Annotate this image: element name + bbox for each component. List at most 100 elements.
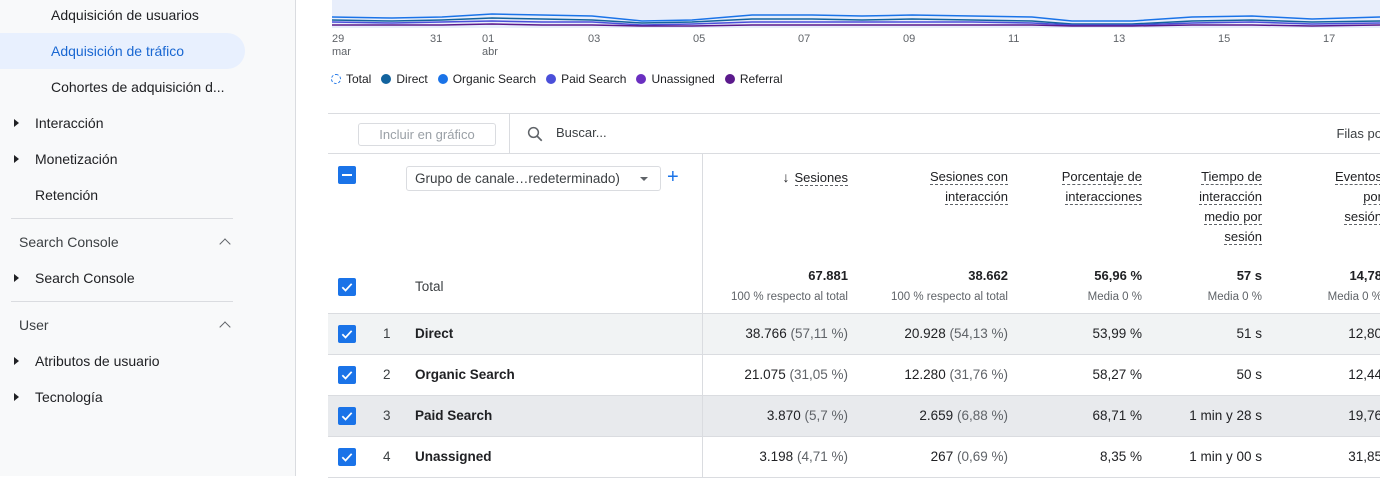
include-in-chart-button[interactable]: Incluir en gráfico [358,123,496,146]
add-dimension-button[interactable]: + [667,166,679,188]
sidebar-item-label: Atributos de usuario [35,353,160,369]
legend-item-organic-search[interactable]: Organic Search [437,72,536,86]
sidebar-item-engagement[interactable]: Interacción [14,105,103,141]
row-checkbox[interactable] [338,366,356,384]
sidebar-item-retention[interactable]: Retención [35,177,98,213]
x-tick: 05 [693,33,705,46]
sidebar-item-search-console[interactable]: Search Console [14,260,135,296]
sidebar: Adquisición de usuarios Adquisición de t… [0,0,296,476]
sidebar-item-monetization[interactable]: Monetización [14,141,118,177]
total-engagement-rate: 56,96 % [1094,268,1142,283]
sidebar-item-technology[interactable]: Tecnología [14,379,103,415]
cell-value: 267 [930,449,954,464]
sidebar-item-label: Adquisición de tráfico [51,43,185,59]
cell-sessions: 38.766 (57,11 %) [745,326,848,341]
cell-engaged-sessions: 267 (0,69 %) [931,449,1008,464]
column-header-engagement-rate[interactable]: Porcentaje de interacciones [1061,167,1142,207]
x-tick-day: 11 [1008,33,1020,45]
total-checkbox[interactable] [338,278,356,296]
column-header-label: interacción [1199,189,1262,205]
channel-name: Paid Search [415,408,493,423]
cell-engagement-rate: 53,99 % [1092,326,1142,341]
chevron-up-icon [219,321,231,333]
table-row[interactable]: 4 Unassigned 3.198 (4,71 %) 267 (0,69 %)… [328,437,1380,478]
series-line-total [332,13,1380,22]
x-tick: 15 [1218,33,1230,46]
cell-value: 3.198 [759,449,794,464]
cell-percent: (0,69 %) [956,449,1008,464]
channel-name: Organic Search [415,367,515,382]
legend-item-referral[interactable]: Referral [724,72,783,86]
section-header-user[interactable]: User [19,310,233,340]
legend-item-paid-search[interactable]: Paid Search [546,72,626,86]
checkmark-icon [341,412,353,421]
x-tick-month: abr [482,46,498,58]
column-header-label: Sesiones [794,170,848,186]
search-input[interactable]: Buscar... [556,125,607,140]
dropdown-arrow-icon [640,177,648,181]
sidebar-item-user-attributes[interactable]: Atributos de usuario [14,343,160,379]
sidebar-item-acquisition-cohorts[interactable]: Cohortes de adquisición d... [51,69,225,105]
select-all-checkbox[interactable] [338,166,356,184]
cell-value: 12.280 [904,367,946,382]
channel-name: Unassigned [415,449,492,464]
column-header-engaged-sessions[interactable]: Sesiones con interacción [929,167,1008,207]
legend-label: Total [346,72,372,86]
section-header-search-console[interactable]: Search Console [19,227,233,257]
legend-item-total[interactable]: Total [331,72,371,86]
x-tick: 01 abr [482,33,498,59]
column-header-label: medio por [1204,209,1262,225]
legend-item-direct[interactable]: Direct [381,72,428,86]
cell-value: 3.870 [766,408,801,423]
sidebar-item-user-acquisition[interactable]: Adquisición de usuarios [51,0,199,33]
cell-events-per-session: 12,80 [1348,326,1380,341]
x-tick: 07 [798,33,810,46]
x-tick-day: 17 [1323,33,1336,45]
checkmark-icon [341,330,353,339]
row-checkbox[interactable] [338,407,356,425]
sidebar-item-traffic-acquisition[interactable]: Adquisición de tráfico [0,33,245,69]
total-engaged-sessions: 38.662 [968,268,1008,283]
x-tick: 09 [903,33,915,46]
legend-label: Referral [739,72,783,86]
table-row[interactable]: 2 Organic Search 21.075 (31,05 %) 12.280… [328,355,1380,396]
dimension-select[interactable]: Grupo de canale…redeterminado) [406,166,661,191]
caret-right-icon [14,155,19,163]
cell-percent: (54,13 %) [949,326,1008,341]
column-divider [702,396,703,437]
table-row[interactable]: 3 Paid Search 3.870 (5,7 %) 2.659 (6,88 … [328,396,1380,437]
cell-percent: (31,76 %) [949,367,1008,382]
legend-item-unassigned[interactable]: Unassigned [636,72,715,86]
column-header-label: Sesiones con [929,169,1008,185]
total-label: Total [415,279,444,294]
cell-avg-time: 1 min y 00 s [1189,449,1262,464]
column-header-avg-engagement-time[interactable]: Tiempo de interacción medio por sesión [1199,167,1262,247]
x-tick-day: 31 [430,33,443,45]
row-checkbox[interactable] [338,448,356,466]
sidebar-divider [11,218,233,219]
checkmark-icon [341,283,353,292]
cell-avg-time: 1 min y 28 s [1189,408,1262,423]
table-row[interactable]: 1 Direct 38.766 (57,11 %) 20.928 (54,13 … [328,314,1380,355]
row-checkbox[interactable] [338,325,356,343]
search-icon[interactable] [526,125,544,143]
table-toolbar: Incluir en gráfico Buscar... Filas po [328,113,1380,154]
total-sessions: 67.881 [808,268,848,283]
x-tick: 03 [588,33,600,46]
cell-engaged-sessions: 20.928 (54,13 %) [904,326,1008,341]
total-engaged-sub: 100 % respecto al total [891,291,1008,303]
cell-sessions: 3.198 (4,71 %) [759,449,848,464]
column-header-label: interacción [945,189,1008,205]
cell-sessions: 21.075 (31,05 %) [744,367,848,382]
column-header-events-per-session[interactable]: Eventos por sesión [1335,167,1380,227]
x-tick-month: mar [332,46,351,58]
row-index: 2 [383,367,391,382]
cell-sessions: 3.870 (5,7 %) [767,408,848,423]
cell-events-per-session: 19,76 [1348,408,1380,423]
sidebar-item-label: Adquisición de usuarios [51,7,199,23]
legend-dot-icon [437,74,448,84]
caret-right-icon [14,393,19,401]
chevron-up-icon [219,238,231,250]
column-header-sessions[interactable]: ↓ Sesiones [783,167,848,188]
total-events-per-session: 14,78 [1349,268,1380,283]
